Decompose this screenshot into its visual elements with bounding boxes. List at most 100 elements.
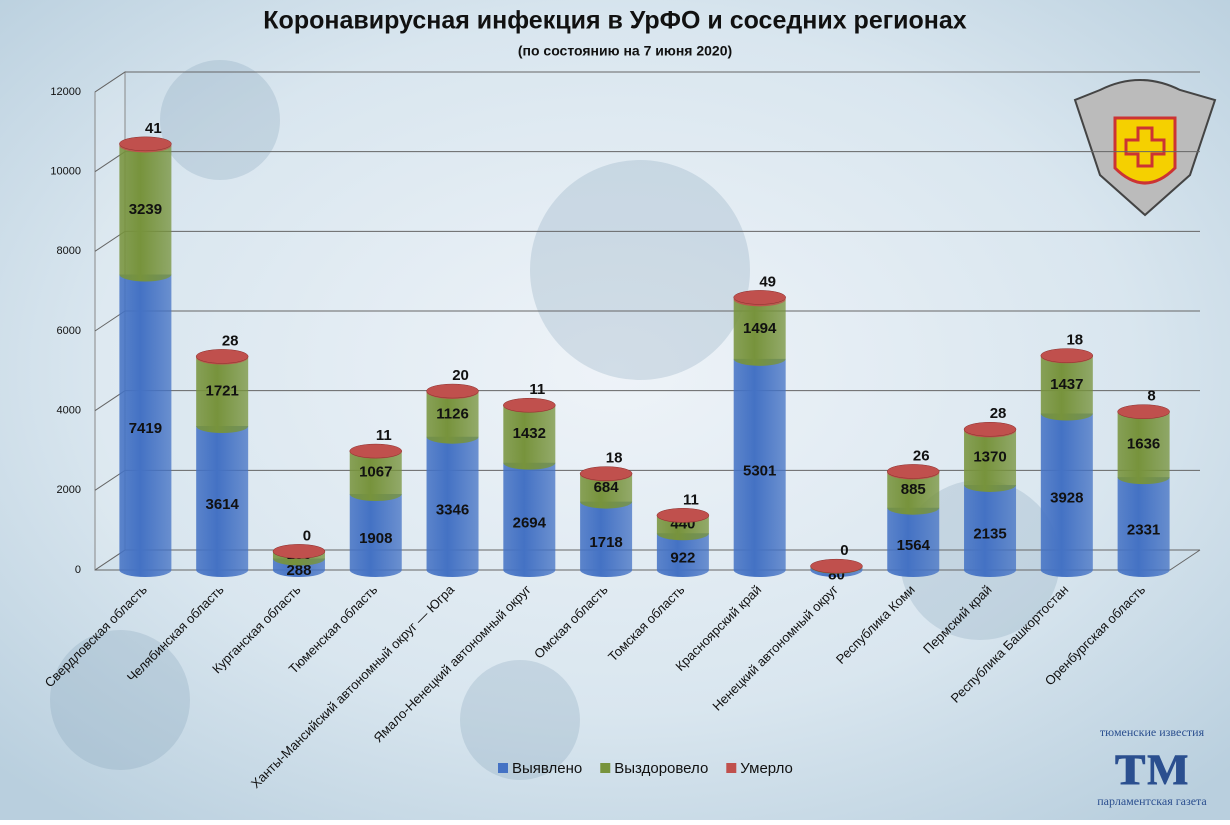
bar-segment	[1117, 477, 1170, 577]
value-label: 5301	[743, 462, 776, 479]
logo-mark: тм	[1114, 728, 1189, 799]
bar-segment	[1040, 356, 1093, 421]
bar-segment	[733, 358, 786, 577]
value-label: 28	[222, 332, 239, 349]
bar-cap	[503, 397, 556, 413]
value-label: 3346	[436, 501, 469, 518]
value-label: 28	[990, 405, 1007, 422]
bar-segment	[119, 274, 172, 577]
value-label: 1067	[359, 464, 392, 481]
emblem	[1073, 79, 1217, 217]
value-label: 684	[594, 479, 620, 496]
bar-segment	[196, 426, 249, 577]
bar-segment	[656, 533, 709, 577]
bar-cap	[887, 464, 940, 479]
value-label: 2694	[513, 514, 547, 531]
value-label: 1908	[359, 530, 392, 547]
bar-segment	[503, 405, 556, 470]
value-label: 2331	[1127, 522, 1160, 539]
value-label: 41	[145, 120, 162, 137]
bar-segment	[1040, 413, 1093, 577]
background-decoration	[50, 60, 1060, 780]
value-label: 2135	[973, 525, 1006, 542]
value-label: 1494	[743, 320, 777, 337]
legend-label: Выздоровело	[614, 760, 708, 777]
bar-cap	[119, 136, 172, 152]
legend-swatch	[600, 763, 611, 773]
y-tick-label: 2000	[57, 484, 81, 496]
value-label: 26	[913, 447, 930, 464]
legend-swatch	[726, 763, 737, 773]
value-label: 1721	[205, 383, 238, 400]
value-label: 3614	[205, 496, 239, 513]
chart-subtitle: (по состоянию на 7 июня 2020)	[518, 43, 732, 59]
value-label: 8	[1147, 388, 1155, 405]
bar-segment	[887, 472, 940, 515]
value-label: 922	[670, 550, 695, 567]
y-tick-label: 4000	[57, 405, 81, 417]
bar-cap	[1117, 404, 1170, 419]
bar-segment	[426, 391, 479, 444]
legend-label: Умерло	[740, 760, 793, 777]
legend-swatch	[498, 763, 508, 773]
bar-cap	[733, 290, 786, 305]
value-label: 1370	[973, 449, 1006, 466]
bar-segment	[580, 501, 633, 577]
bar-segment	[580, 474, 633, 509]
value-label: 11	[683, 491, 699, 508]
value-label: 288	[286, 562, 311, 579]
bar-segment	[349, 493, 402, 577]
value-label: 1718	[589, 534, 622, 551]
value-label: 18	[606, 450, 623, 467]
y-tick-label: 8000	[57, 245, 81, 257]
value-label: 3239	[129, 201, 162, 218]
bar-segment	[503, 462, 556, 577]
value-label: 0	[840, 542, 848, 559]
bar-segment	[1117, 411, 1170, 485]
bar-segment	[964, 430, 1017, 492]
grid-line	[94, 71, 1200, 93]
y-tick-label: 0	[75, 564, 81, 576]
value-label: 18	[1066, 332, 1083, 349]
bar-cap	[963, 422, 1017, 437]
value-label: 885	[901, 481, 926, 498]
value-label: 1437	[1050, 376, 1083, 393]
value-label: 49	[759, 273, 776, 290]
value-label: 1636	[1127, 436, 1160, 453]
value-label: 20	[452, 367, 469, 384]
legend: Выявлено Выздоровело Умерло	[498, 760, 793, 777]
y-tick-label: 12000	[50, 86, 81, 98]
bar-cap	[349, 443, 402, 459]
bar-segment	[964, 484, 1017, 577]
value-label: 1564	[897, 537, 931, 554]
bar-segment	[656, 515, 709, 541]
logo-bottom: парламентская газета	[1097, 794, 1207, 808]
y-tick-label: 10000	[50, 166, 81, 178]
value-label: 11	[529, 381, 545, 398]
bar-segment	[426, 436, 479, 577]
bar-segment	[887, 507, 940, 577]
value-label: 11	[376, 427, 392, 444]
bar-cap	[426, 383, 479, 399]
bar-segment	[196, 357, 249, 434]
bar-cap	[195, 349, 249, 364]
bar-segment	[733, 299, 786, 366]
value-label: 0	[303, 527, 311, 544]
bar-cap	[810, 558, 863, 574]
bar-segment	[349, 451, 402, 501]
logo-top: тюменские известия	[1100, 725, 1205, 739]
bar-cap	[579, 466, 633, 481]
value-label: 3928	[1050, 490, 1083, 507]
bar-cap	[272, 544, 326, 559]
value-label: 1432	[513, 425, 546, 442]
legend-label: Выявлено	[512, 760, 582, 777]
bar-cap	[1040, 348, 1094, 363]
bar-segment	[119, 145, 172, 282]
value-label: 7419	[129, 420, 162, 437]
chart-title: Коронавирусная инфекция в УрФО и соседни…	[263, 7, 966, 35]
bar-cap	[656, 508, 710, 523]
logo: тюменские известия тм парламентская газе…	[1097, 725, 1207, 808]
value-label: 1126	[436, 405, 469, 422]
y-tick-label: 6000	[57, 325, 81, 337]
